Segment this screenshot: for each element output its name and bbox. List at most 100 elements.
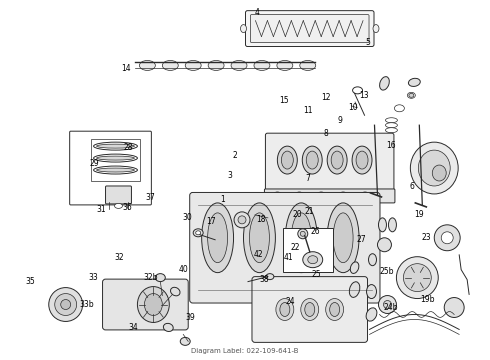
Ellipse shape [409, 93, 414, 97]
FancyBboxPatch shape [105, 186, 131, 204]
Text: 38: 38 [259, 275, 269, 284]
Ellipse shape [276, 298, 294, 320]
Text: 28: 28 [123, 143, 133, 152]
Text: 16: 16 [387, 141, 396, 150]
Ellipse shape [281, 151, 294, 169]
Text: 33b: 33b [79, 300, 94, 309]
Text: 18: 18 [256, 215, 266, 224]
Text: 39: 39 [185, 313, 195, 322]
Ellipse shape [368, 254, 376, 266]
Text: 32: 32 [115, 253, 124, 262]
Text: 30: 30 [182, 213, 192, 222]
Ellipse shape [208, 60, 224, 71]
Ellipse shape [389, 218, 396, 232]
Ellipse shape [300, 60, 316, 71]
Ellipse shape [292, 213, 311, 263]
Ellipse shape [327, 146, 347, 174]
Ellipse shape [301, 298, 318, 320]
Ellipse shape [353, 87, 363, 94]
Text: 11: 11 [303, 106, 313, 115]
Ellipse shape [193, 229, 203, 237]
Text: 42: 42 [253, 250, 263, 259]
Ellipse shape [285, 203, 317, 273]
Ellipse shape [49, 288, 83, 321]
Ellipse shape [373, 24, 379, 32]
Ellipse shape [394, 105, 404, 112]
Ellipse shape [432, 165, 446, 181]
Ellipse shape [202, 203, 234, 273]
Ellipse shape [418, 150, 450, 186]
Ellipse shape [185, 60, 201, 71]
Ellipse shape [434, 225, 460, 251]
Ellipse shape [145, 293, 162, 315]
Text: 21: 21 [305, 207, 315, 216]
Ellipse shape [444, 298, 464, 318]
Text: 3: 3 [228, 171, 232, 180]
Text: 10: 10 [348, 103, 357, 112]
Ellipse shape [266, 274, 274, 280]
Ellipse shape [249, 213, 270, 263]
Ellipse shape [396, 257, 438, 298]
Text: 40: 40 [178, 265, 188, 274]
Text: 32b: 32b [143, 273, 158, 282]
Ellipse shape [234, 212, 250, 228]
Ellipse shape [244, 203, 275, 273]
Ellipse shape [338, 192, 348, 200]
Ellipse shape [238, 216, 246, 224]
FancyBboxPatch shape [190, 193, 380, 303]
Ellipse shape [208, 213, 227, 263]
Ellipse shape [378, 296, 396, 314]
FancyBboxPatch shape [252, 276, 368, 342]
Ellipse shape [196, 231, 201, 235]
Text: 36: 36 [122, 203, 132, 212]
Ellipse shape [94, 142, 137, 150]
Ellipse shape [409, 78, 420, 86]
Text: 7: 7 [305, 174, 310, 183]
Text: 33: 33 [89, 273, 98, 282]
Text: 25b: 25b [379, 267, 393, 276]
Ellipse shape [380, 77, 389, 90]
Ellipse shape [272, 192, 282, 200]
Bar [91, 139, 141, 181]
Text: 19b: 19b [420, 295, 435, 304]
Ellipse shape [162, 60, 178, 71]
Text: 1: 1 [220, 195, 224, 204]
Ellipse shape [163, 323, 173, 332]
Ellipse shape [367, 285, 376, 298]
Text: 19: 19 [415, 210, 424, 219]
Ellipse shape [352, 146, 372, 174]
Bar [283, 228, 333, 272]
Text: 5: 5 [365, 38, 370, 47]
Ellipse shape [140, 60, 155, 71]
Text: 34: 34 [128, 323, 138, 332]
Text: 29: 29 [90, 158, 99, 167]
Text: 14: 14 [122, 64, 131, 73]
Ellipse shape [254, 60, 270, 71]
Ellipse shape [97, 168, 134, 172]
Text: 41: 41 [284, 253, 294, 262]
Ellipse shape [356, 151, 368, 169]
Ellipse shape [306, 151, 318, 169]
Text: 8: 8 [323, 129, 328, 138]
Text: 25: 25 [312, 270, 321, 279]
FancyBboxPatch shape [250, 15, 369, 42]
FancyBboxPatch shape [245, 11, 374, 46]
Ellipse shape [327, 203, 359, 273]
FancyBboxPatch shape [266, 133, 394, 197]
Text: Diagram Label: 022-109-641-B: Diagram Label: 022-109-641-B [191, 348, 299, 354]
Text: 20: 20 [293, 210, 303, 219]
Ellipse shape [349, 282, 360, 297]
Text: 24b: 24b [383, 303, 398, 312]
Ellipse shape [316, 192, 326, 200]
Ellipse shape [303, 252, 323, 268]
Ellipse shape [55, 293, 76, 315]
Ellipse shape [331, 151, 343, 169]
Ellipse shape [441, 232, 453, 244]
Ellipse shape [308, 256, 318, 264]
Ellipse shape [115, 203, 122, 208]
Text: 6: 6 [410, 183, 415, 192]
Ellipse shape [180, 337, 190, 345]
Ellipse shape [280, 302, 290, 316]
Text: 9: 9 [337, 116, 342, 125]
Text: 2: 2 [233, 150, 238, 159]
